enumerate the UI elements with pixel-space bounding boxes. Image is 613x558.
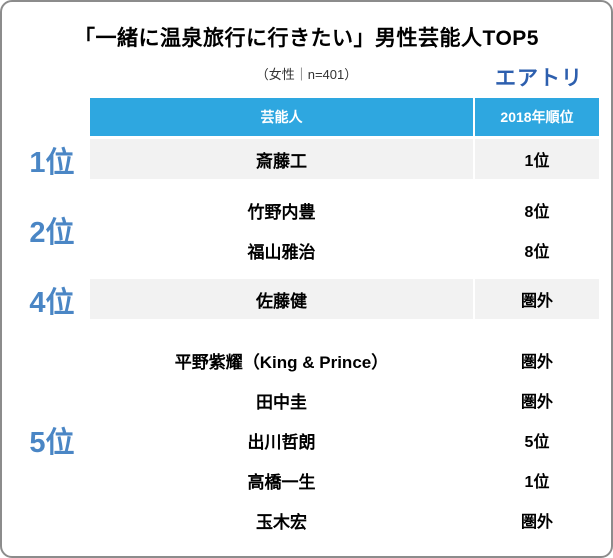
rank-group-rows: 竹野内豊 8位 福山雅治 8位 xyxy=(90,184,599,276)
rank-label: 1位 xyxy=(29,147,75,179)
table-row: 玉木宏 圏外 xyxy=(90,500,599,540)
survey-sample-note: （女性｜n=401） xyxy=(255,67,358,82)
rank-label: 5位 xyxy=(29,427,75,459)
table-row: 出川哲朗 5位 xyxy=(90,420,599,460)
celebrity-name-cell: 出川哲朗 xyxy=(247,432,316,452)
rank-group-1: 1位 斎藤工 1位 xyxy=(14,139,599,181)
table-row: 福山雅治 8位 xyxy=(90,230,599,270)
rank-label: 2位 xyxy=(29,217,75,249)
table-row: 田中圭 圏外 xyxy=(90,380,599,420)
page-title: 「一緒に温泉旅行に行きたい」男性芸能人TOP5 xyxy=(74,27,539,50)
table-row: 平野紫耀（King & Prince） 圏外 xyxy=(90,340,599,380)
rank-2018-cell: 1位 xyxy=(473,460,599,500)
ranking-table: 芸能人 2018年順位 1位 斎藤工 1位 2位 竹野内豊 8位 福 xyxy=(14,98,599,556)
rank-2018-cell: 圏外 xyxy=(473,340,599,380)
rank-2018-cell: 圏外 xyxy=(473,279,599,319)
celebrity-name-cell: 斎藤工 xyxy=(256,151,307,171)
celebrity-name-cell: 竹野内豊 xyxy=(247,202,316,222)
table-row: 斎藤工 1位 xyxy=(90,139,599,179)
rank-group-4: 4位 佐藤健 圏外 xyxy=(14,279,599,321)
celebrity-name-cell: 福山雅治 xyxy=(247,242,316,262)
table-header: 芸能人 2018年順位 xyxy=(90,98,599,136)
celebrity-name-cell: 平野紫耀（King & Prince） xyxy=(174,352,389,372)
rank-group-2: 2位 竹野内豊 8位 福山雅治 8位 xyxy=(14,184,599,276)
airtrip-logo: エアトリ xyxy=(495,67,583,90)
table-row: 高橋一生 1位 xyxy=(90,460,599,500)
rank-2018-cell: 8位 xyxy=(473,230,599,270)
rank-2018-cell: 圏外 xyxy=(473,380,599,420)
rank-group-rows: 佐藤健 圏外 xyxy=(90,279,599,321)
rank-2018-cell: 8位 xyxy=(473,190,599,230)
rank-group-rows: 平野紫耀（King & Prince） 圏外 田中圭 圏外 出川哲朗 5位 高橋… xyxy=(90,324,599,556)
table-row: 竹野内豊 8位 xyxy=(90,190,599,230)
column-header-celebrity: 芸能人 xyxy=(260,109,303,125)
rank-2018-cell: 圏外 xyxy=(473,500,599,540)
rank-group-5: 5位 平野紫耀（King & Prince） 圏外 田中圭 圏外 出川哲朗 5位… xyxy=(14,324,599,556)
subtitle-row: （女性｜n=401） エアトリ xyxy=(14,60,599,90)
celebrity-name-cell: 佐藤健 xyxy=(256,291,307,311)
celebrity-name-cell: 田中圭 xyxy=(256,392,307,412)
celebrity-name-cell: 玉木宏 xyxy=(256,512,307,532)
rank-group-rows: 斎藤工 1位 xyxy=(90,139,599,181)
rank-2018-cell: 1位 xyxy=(473,139,599,179)
rank-label: 4位 xyxy=(29,287,75,319)
table-row: 佐藤健 圏外 xyxy=(90,279,599,319)
column-header-2018-rank: 2018年順位 xyxy=(473,98,599,136)
celebrity-name-cell: 高橋一生 xyxy=(247,472,316,492)
rank-2018-cell: 5位 xyxy=(473,420,599,460)
